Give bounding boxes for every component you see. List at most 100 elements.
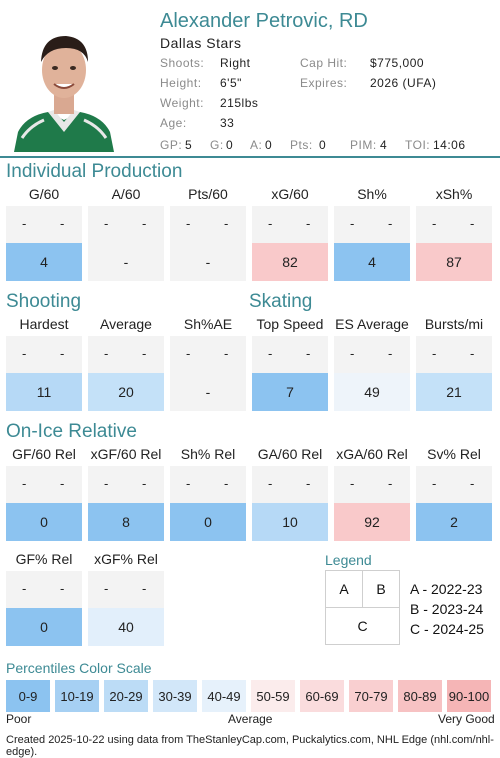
age-label: Age:	[160, 116, 187, 130]
legend-cell-c: C	[325, 607, 400, 645]
shooting_skating-header-4: ES Average	[335, 316, 409, 332]
individual-season-cells-1: --	[88, 206, 164, 244]
season-a-value: -	[22, 346, 27, 361]
scale-poor-label: Poor	[6, 712, 32, 726]
shooting_skating-header-2: Sh%AE	[183, 316, 233, 332]
season-a-value: -	[22, 216, 27, 231]
scale-cell-3: 30-39	[153, 680, 197, 712]
legend-title: Legend	[325, 552, 372, 568]
height-value: 6'5"	[220, 76, 242, 90]
season-a-value: -	[268, 346, 273, 361]
individual-season-cells-0: --	[6, 206, 82, 244]
gp-label: GP:	[160, 138, 183, 152]
onice-season-cells-2: --	[170, 466, 246, 504]
season-a-value: -	[22, 581, 27, 596]
onice-header-0: GF/60 Rel	[12, 446, 76, 462]
season-b-value: -	[224, 346, 229, 361]
onice-percentile-2: 0	[170, 503, 246, 541]
shooting_skating-season-cells-2: --	[170, 336, 246, 374]
legend-cell-b: B	[362, 570, 400, 608]
player-photo	[8, 20, 120, 152]
shooting_skating-season-cells-3: --	[252, 336, 328, 374]
season-a-value: -	[104, 476, 109, 491]
season-b-value: -	[388, 346, 393, 361]
pts-label: Pts:	[290, 138, 313, 152]
onice-percentile-4: 92	[334, 503, 410, 541]
season-b-value: -	[60, 216, 65, 231]
individual-percentile-3: 82	[252, 243, 328, 281]
shooting_skating-percentile-4: 49	[334, 373, 410, 411]
weight-label: Weight:	[160, 96, 204, 110]
expires-value: 2026 (UFA)	[370, 76, 437, 90]
season-a-value: -	[186, 476, 191, 491]
onice2-season-cells-0: --	[6, 571, 82, 609]
scale-cell-2: 20-29	[104, 680, 148, 712]
season-a-value: -	[186, 216, 191, 231]
season-a-value: -	[104, 581, 109, 596]
shooting_skating-season-cells-4: --	[334, 336, 410, 374]
g-value: 0	[226, 138, 234, 152]
season-a-value: -	[350, 476, 355, 491]
individual-season-cells-2: --	[170, 206, 246, 244]
season-b-value: -	[388, 476, 393, 491]
legend-a-label: A - 2022-23	[410, 581, 483, 597]
scale-cell-7: 70-79	[349, 680, 393, 712]
onice2-percentile-0: 0	[6, 608, 82, 646]
season-a-value: -	[350, 216, 355, 231]
season-a-value: -	[268, 476, 273, 491]
onice2-season-cells-1: --	[88, 571, 164, 609]
onice-header-4: xGA/60 Rel	[336, 446, 408, 462]
individual-percentile-0: 4	[6, 243, 82, 281]
scale-cell-1: 10-19	[55, 680, 99, 712]
onice2-header-1: xGF% Rel	[94, 551, 158, 567]
legend-b-label: B - 2023-24	[410, 601, 484, 617]
pim-label: PIM:	[350, 138, 377, 152]
individual-header-5: xSh%	[435, 186, 473, 202]
expires-label: Expires:	[300, 76, 348, 90]
pts-value: 0	[319, 138, 327, 152]
shooting_skating-header-5: Bursts/mi	[424, 316, 484, 332]
individual-season-cells-3: --	[252, 206, 328, 244]
legend-cell-a: A	[325, 570, 363, 608]
season-a-value: -	[350, 346, 355, 361]
legend-c-label: C - 2024-25	[410, 621, 484, 637]
individual-percentile-2: -	[170, 243, 246, 281]
individual-season-cells-4: --	[334, 206, 410, 244]
gp-value: 5	[185, 138, 193, 152]
footer-credit: Created 2025-10-22 using data from TheSt…	[6, 734, 494, 758]
scale-average-label: Average	[228, 712, 273, 726]
g-label: G:	[210, 138, 224, 152]
weight-value: 215lbs	[220, 96, 259, 110]
scale-cell-9: 90-100	[447, 680, 491, 712]
onice-percentile-1: 8	[88, 503, 164, 541]
season-b-value: -	[142, 476, 147, 491]
shooting_skating-percentile-3: 7	[252, 373, 328, 411]
onice-season-cells-0: --	[6, 466, 82, 504]
individual-percentile-4: 4	[334, 243, 410, 281]
shooting_skating-season-cells-1: --	[88, 336, 164, 374]
height-label: Height:	[160, 76, 202, 90]
season-b-value: -	[142, 216, 147, 231]
toi-value: 14:06	[433, 138, 466, 152]
pim-value: 4	[380, 138, 388, 152]
section-shooting-title: Shooting	[6, 291, 82, 312]
onice-header-3: GA/60 Rel	[257, 446, 323, 462]
scale-good-label: Very Good	[438, 712, 495, 726]
season-b-value: -	[306, 346, 311, 361]
shooting_skating-header-0: Hardest	[19, 316, 69, 332]
scale-cell-8: 80-89	[398, 680, 442, 712]
shooting_skating-percentile-1: 20	[88, 373, 164, 411]
season-b-value: -	[60, 346, 65, 361]
player-name: Alexander Petrovic, RD	[160, 10, 368, 32]
shooting_skating-percentile-5: 21	[416, 373, 492, 411]
individual-header-2: Pts/60	[188, 186, 228, 202]
onice-percentile-5: 2	[416, 503, 492, 541]
onice-header-1: xGF/60 Rel	[90, 446, 162, 462]
onice-header-5: Sv% Rel	[427, 446, 481, 462]
onice-season-cells-1: --	[88, 466, 164, 504]
onice-season-cells-3: --	[252, 466, 328, 504]
a-value: 0	[265, 138, 273, 152]
shooting_skating-header-3: Top Speed	[256, 316, 324, 332]
individual-header-1: A/60	[111, 186, 141, 202]
season-b-value: -	[60, 476, 65, 491]
